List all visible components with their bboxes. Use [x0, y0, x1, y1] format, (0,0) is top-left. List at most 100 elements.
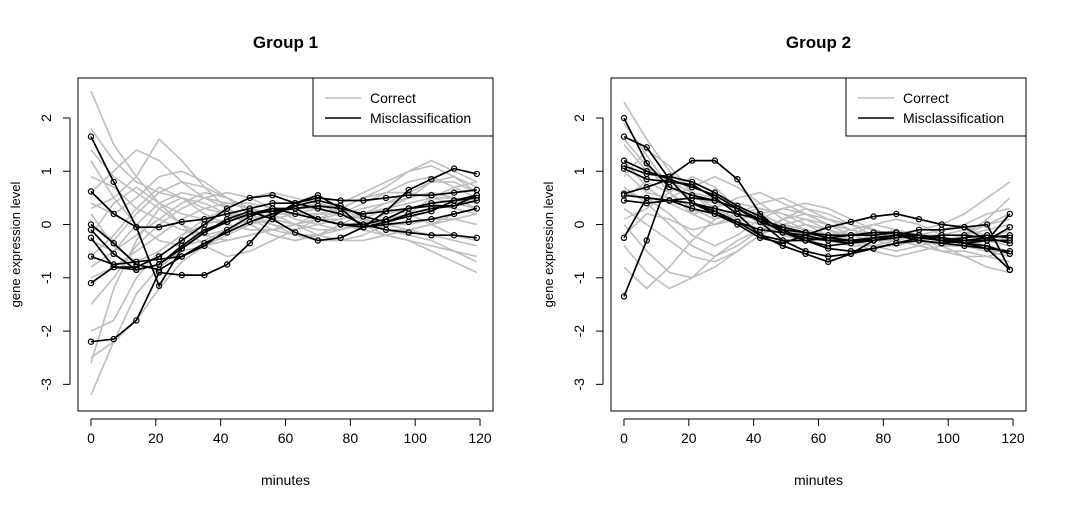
- misclassification-point: [178, 271, 185, 279]
- axes: 0 20 40 60 80 100 120 -3 -2 -1 0 1 2: [571, 114, 1025, 446]
- misclassification-point: [938, 237, 945, 244]
- misclassification-point: [155, 269, 163, 276]
- correct-series-line: [90, 197, 477, 396]
- x-tick-label: 0: [620, 430, 628, 446]
- misclassification-point: [688, 194, 696, 202]
- x-tick-label: 40: [213, 430, 229, 446]
- misclassification-point: [620, 114, 628, 122]
- misclassification-point: [246, 194, 253, 202]
- misclassification-point: [246, 207, 253, 215]
- misclassification-point: [643, 237, 650, 244]
- misclassification-point: [915, 215, 923, 223]
- y-tick-label: -1: [571, 271, 587, 284]
- x-tick-label: 40: [746, 430, 762, 446]
- misclassification-point: [688, 205, 696, 212]
- misclassification-series-line: [623, 197, 1011, 247]
- correct-series-line: [90, 170, 477, 242]
- misclassification-point: [314, 205, 322, 212]
- misclassification-point: [1006, 250, 1014, 257]
- x-tick-label: 60: [278, 430, 294, 446]
- misclassification-point: [223, 205, 231, 212]
- misclassification-point: [825, 237, 832, 244]
- misclassification-point: [87, 338, 95, 345]
- misclassification-point: [1006, 210, 1014, 218]
- misclassification-point: [87, 133, 95, 140]
- chart-title: Group 2: [786, 33, 851, 52]
- misclassification-point: [292, 210, 299, 218]
- misclassification-point: [133, 223, 140, 231]
- misclassification-point: [405, 210, 412, 218]
- axes: 0 20 40 60 80 100 120 -3 -2 -1 0 1 2: [38, 114, 492, 446]
- x-axis-label: minutes: [261, 472, 310, 488]
- misclassification-point: [87, 188, 95, 195]
- misclassification-point: [983, 221, 991, 228]
- correct-series-line: [623, 138, 1010, 247]
- y-tick-label: 0: [571, 220, 587, 228]
- x-tick-label: 80: [876, 430, 892, 446]
- misclassification-point: [133, 317, 140, 324]
- misclassification-point: [314, 237, 322, 244]
- misclassification-point: [983, 237, 991, 244]
- misclassification-point: [711, 210, 719, 218]
- misclassification-point: [110, 239, 117, 247]
- misclassification-point: [666, 175, 673, 183]
- misclassification-point: [620, 133, 628, 140]
- misclassification-point: [360, 223, 367, 231]
- misclassification-point: [178, 253, 185, 260]
- misclassification-point: [178, 237, 185, 244]
- misclassification-point: [428, 191, 435, 199]
- misclassification-point: [620, 197, 628, 204]
- y-axis-label: gene expression level: [541, 182, 556, 308]
- misclassification-series-line: [90, 189, 477, 229]
- misclassification-point: [643, 183, 650, 191]
- legend-label-correct: Correct: [903, 90, 949, 106]
- misclassification-series-line: [90, 194, 477, 284]
- misclassification-point: [382, 194, 390, 202]
- y-tick-label: -2: [38, 325, 54, 338]
- misclassification-point: [1006, 223, 1014, 231]
- legend-label-misclassification: Misclassification: [903, 110, 1004, 126]
- misclassification-point: [201, 229, 208, 236]
- correct-series-line: [623, 175, 1010, 252]
- misclassification-point: [428, 231, 435, 239]
- misclassification-point: [87, 253, 95, 260]
- misclassification-point: [825, 258, 832, 265]
- misclassification-point: [155, 282, 163, 289]
- misclassification-point: [847, 250, 855, 257]
- misclassification-point: [450, 202, 458, 210]
- misclassification-point: [360, 213, 367, 220]
- misclassification-point: [110, 263, 117, 271]
- misclassification-point: [382, 207, 390, 215]
- misclassification-point: [405, 229, 412, 236]
- misclassification-point: [961, 239, 968, 247]
- y-tick-label: 1: [571, 167, 587, 175]
- x-axis-label: minutes: [794, 472, 843, 488]
- y-tick-label: -1: [38, 271, 54, 284]
- legend-label-misclassification: Misclassification: [370, 110, 471, 126]
- misclassification-point: [428, 205, 435, 212]
- legend-label-correct: Correct: [370, 90, 416, 106]
- misclassification-point: [110, 250, 117, 257]
- misclassification-point: [893, 231, 900, 239]
- misclassification-series-line: [623, 165, 1010, 253]
- misclassification-point: [734, 205, 741, 212]
- misclassification-point: [870, 245, 877, 252]
- misclassification-point: [825, 223, 832, 231]
- misclassification-series-line: [90, 194, 478, 343]
- misclassification-point: [847, 239, 855, 247]
- misclassification-point: [643, 144, 650, 151]
- misclassification-series-line: [623, 178, 1011, 245]
- misclassification-point: [915, 226, 923, 233]
- misclassification-point: [314, 191, 322, 199]
- y-tick-label: 2: [571, 114, 587, 122]
- correct-series-line: [90, 191, 478, 268]
- y-tick-label: -3: [571, 378, 587, 391]
- misclassification-point: [382, 218, 390, 226]
- misclassification-point: [450, 231, 458, 239]
- misclassification-point: [133, 266, 140, 273]
- misclassification-point: [779, 229, 787, 236]
- misclassification-point: [269, 191, 276, 199]
- misclassification-point: [405, 218, 412, 226]
- misclassification-point: [178, 218, 185, 226]
